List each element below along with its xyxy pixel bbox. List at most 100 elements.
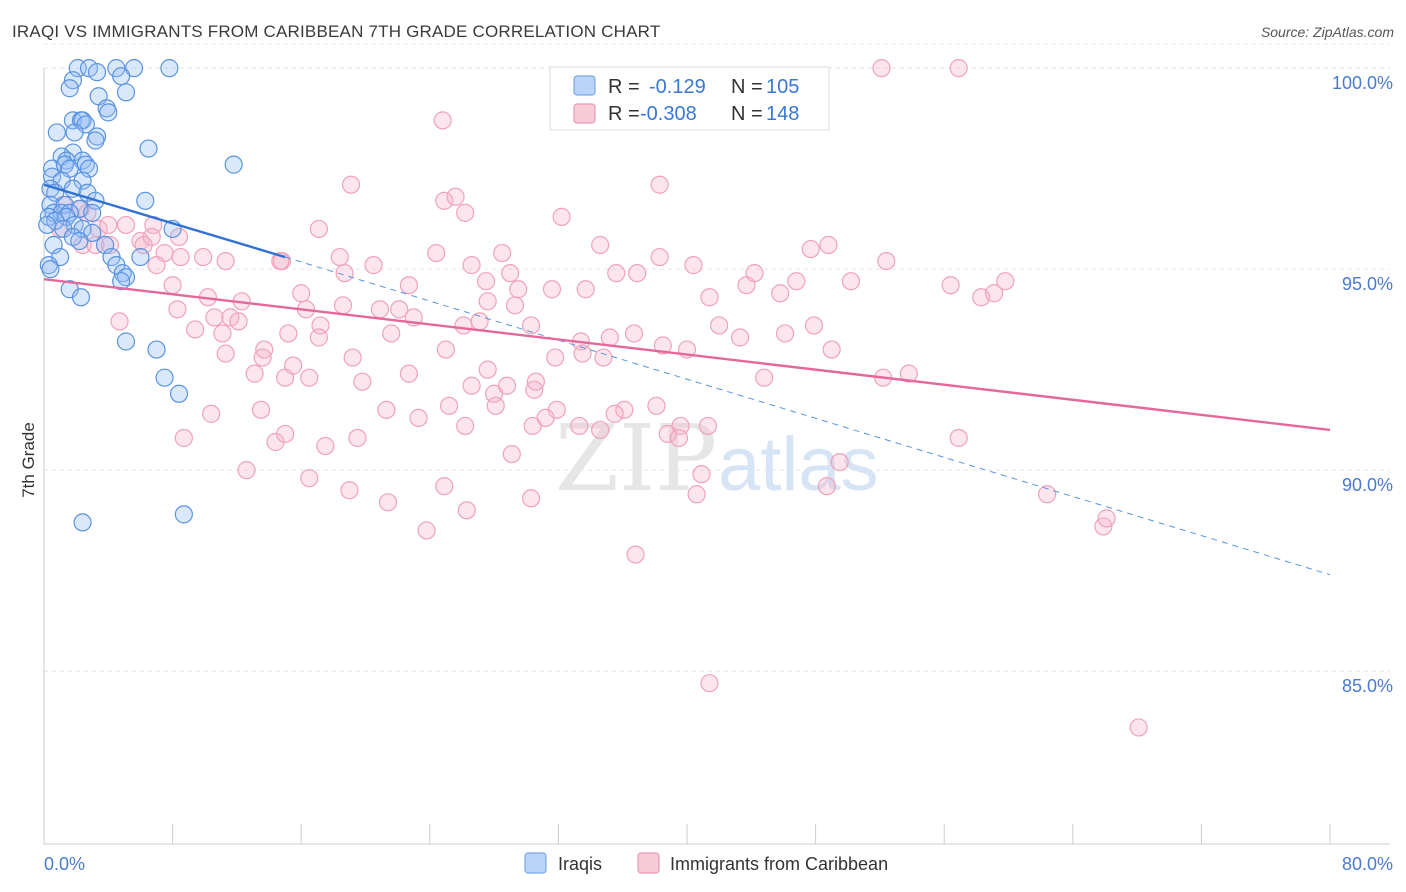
iraqis-point — [83, 223, 102, 243]
caribbean-point — [163, 276, 182, 295]
iraqis-point — [147, 340, 166, 359]
caribbean-trend-line — [43, 277, 1331, 432]
caribbean-point — [684, 256, 703, 275]
caribbean-point — [669, 428, 689, 448]
iraqis-trend-extension — [284, 256, 1331, 576]
x-tick-label-max: 80.0% — [1342, 854, 1393, 874]
legend-r-value-iraqis: -0.129 — [649, 76, 706, 98]
iraqis-point — [83, 203, 102, 222]
legend-r-label-caribbean: R = — [608, 103, 640, 125]
caribbean-point — [417, 521, 436, 540]
caribbean-point — [502, 444, 521, 464]
caribbean-point — [755, 368, 774, 387]
caribbean-point — [497, 376, 517, 395]
caribbean-point — [573, 344, 592, 363]
caribbean-point — [462, 376, 481, 395]
caribbean-point — [168, 300, 187, 319]
caribbean-point — [370, 300, 390, 319]
legend-r-label-iraqis: R = — [608, 76, 640, 98]
caribbean-point — [237, 461, 256, 480]
caribbean-point — [284, 356, 303, 375]
caribbean-point — [493, 243, 512, 263]
caribbean-point — [316, 436, 335, 456]
caribbean-point — [110, 312, 129, 331]
caribbean-point — [330, 247, 349, 267]
y-tick-label: 100.0% — [1332, 73, 1393, 93]
caribbean-point — [142, 227, 161, 247]
caribbean-point — [116, 215, 136, 235]
caribbean-point — [687, 485, 706, 504]
caribbean-point — [570, 416, 589, 436]
caribbean-point — [253, 348, 272, 367]
caribbean-point — [775, 324, 795, 343]
caribbean-point — [476, 272, 496, 291]
caribbean-point — [390, 300, 409, 319]
bottom-legend-label-iraqis: Iraqis — [558, 854, 602, 874]
caribbean-point — [787, 272, 806, 291]
caribbean-point — [174, 428, 193, 448]
caribbean-point — [300, 368, 319, 387]
caribbean-point — [605, 404, 624, 423]
caribbean-point — [658, 424, 677, 444]
iraqis-point — [47, 123, 66, 142]
caribbean-point — [647, 396, 666, 415]
iraqis-point — [65, 123, 84, 142]
caribbean-point — [457, 501, 476, 520]
caribbean-point — [399, 276, 419, 295]
caribbean-point — [521, 316, 541, 335]
caribbean-point — [877, 252, 896, 271]
caribbean-point — [628, 264, 647, 283]
caribbean-point — [382, 324, 401, 343]
legend-swatch-iraqis — [573, 75, 596, 96]
caribbean-point — [378, 493, 398, 512]
caribbean-point — [446, 187, 465, 206]
caribbean-point — [456, 203, 475, 222]
legend-n-label-iraqis: N = — [731, 76, 763, 98]
caribbean-point — [478, 360, 497, 379]
caribbean-point — [698, 416, 717, 436]
legend-swatch-caribbean — [573, 103, 596, 124]
bottom-legend-swatch-caribbean — [637, 852, 660, 874]
caribbean-point — [996, 272, 1015, 291]
caribbean-point — [300, 469, 319, 488]
iraqis-point — [139, 139, 158, 158]
caribbean-point — [552, 207, 571, 226]
trend-lines — [43, 183, 1331, 576]
caribbean-point — [546, 348, 565, 367]
caribbean-point — [692, 465, 711, 484]
caribbean-point — [216, 344, 235, 363]
caribbean-point — [745, 264, 764, 283]
chart-title: IRAQI VS IMMIGRANTS FROM CARIBBEAN 7TH G… — [12, 22, 661, 41]
caribbean-point — [600, 328, 619, 347]
axes — [43, 68, 1390, 845]
legend-n-value-caribbean: 148 — [766, 103, 799, 125]
legend-n-label-caribbean: N = — [731, 103, 763, 125]
caribbean-point — [353, 372, 372, 391]
caribbean-point — [229, 312, 248, 331]
caribbean-point — [276, 424, 295, 444]
iraqis-point — [174, 505, 193, 524]
caribbean-point — [822, 340, 841, 359]
legend-n-value-iraqis: 105 — [766, 76, 799, 98]
bottom-legend-label-caribbean: Immigrants from Caribbean — [670, 854, 888, 874]
caribbean-point — [653, 336, 672, 355]
caribbean-point — [819, 235, 838, 255]
caribbean-point — [279, 324, 298, 343]
caribbean-point — [456, 416, 475, 436]
caribbean-point — [607, 264, 626, 283]
iraqis-point — [112, 272, 131, 291]
watermark: ZIP atlas — [555, 405, 879, 512]
caribbean-point — [251, 400, 271, 419]
caribbean-point — [949, 59, 968, 78]
caribbean-point — [436, 340, 455, 359]
watermark-atlas: atlas — [718, 422, 879, 507]
caribbean-point — [427, 243, 446, 263]
caribbean-point — [804, 316, 824, 335]
caribbean-point — [591, 235, 610, 255]
caribbean-point — [594, 348, 613, 367]
caribbean-point — [435, 191, 454, 210]
caribbean-point — [309, 328, 328, 347]
caribbean-point — [624, 324, 644, 343]
caribbean-point — [984, 284, 1004, 303]
caribbean-point — [439, 396, 459, 415]
